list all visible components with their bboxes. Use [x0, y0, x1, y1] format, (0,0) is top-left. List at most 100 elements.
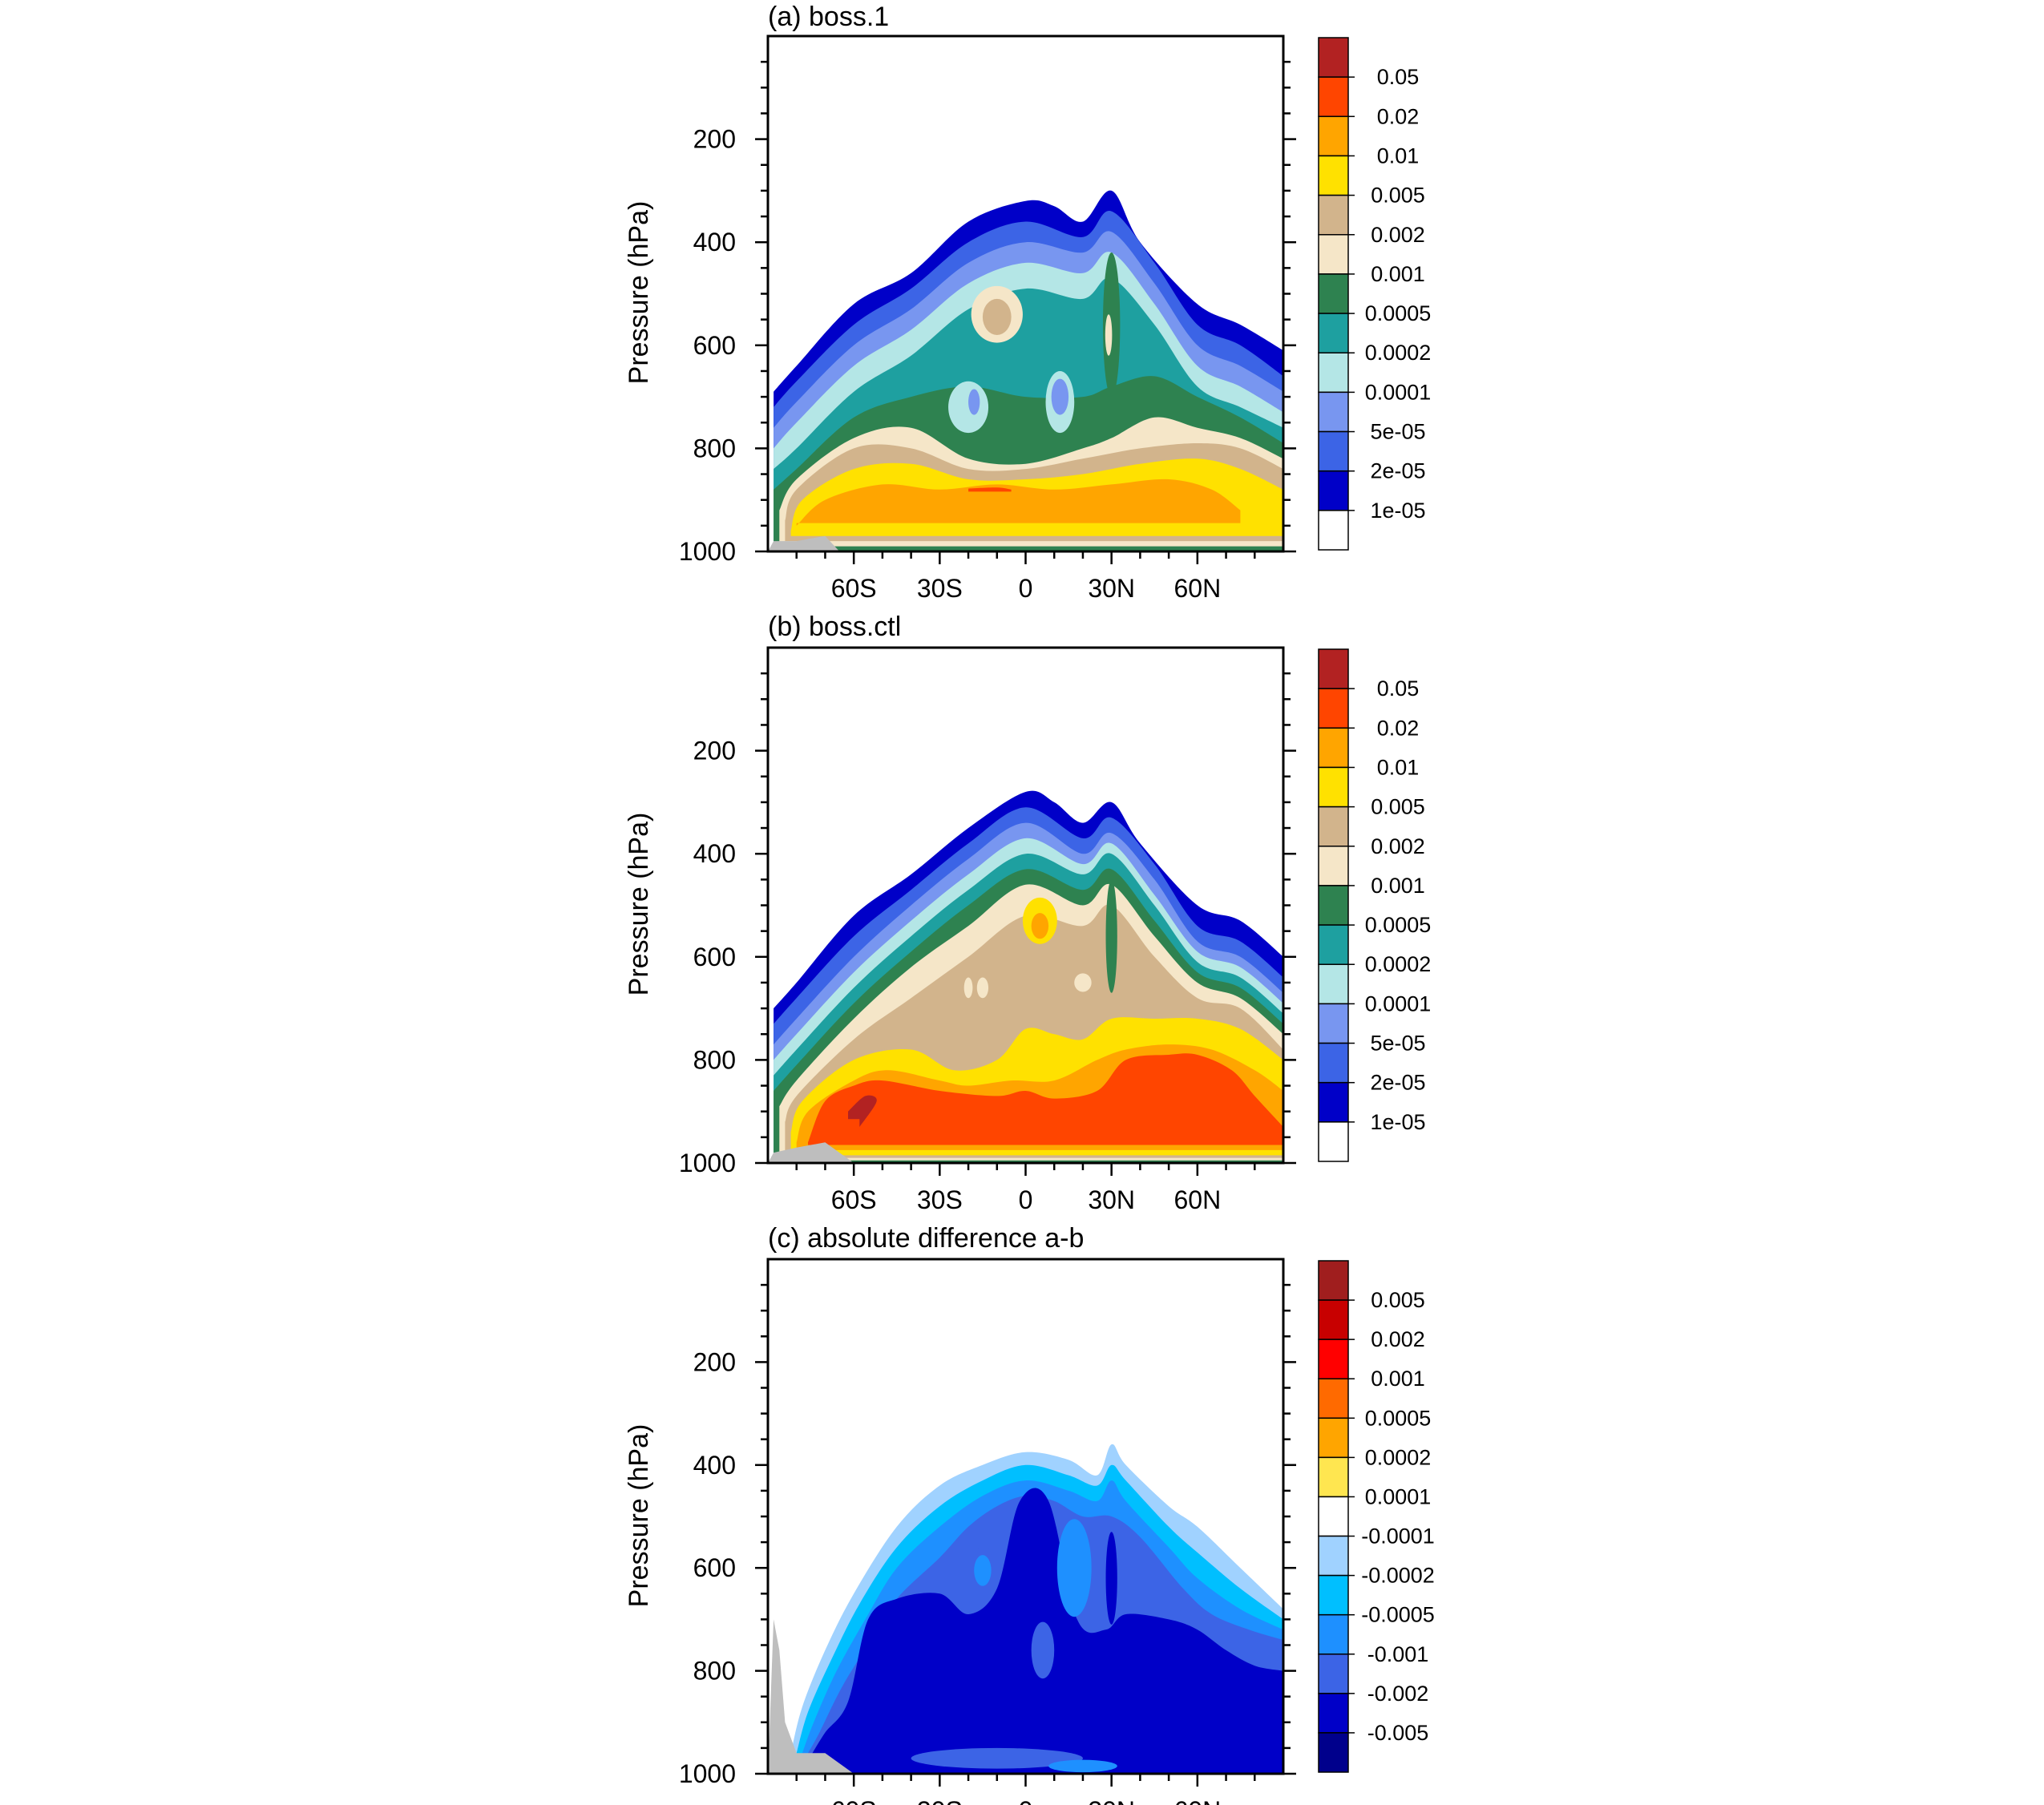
y-tick-label: 400	[693, 1451, 736, 1480]
colorbar-label: -0.0005	[1361, 1603, 1435, 1627]
panel-a: (a) boss.1 Pressure (hPa) 200 400 600 800 10…	[624, 2, 1431, 603]
contour-blob-level-8	[982, 298, 1012, 335]
colorbar-label: 0.0002	[1365, 952, 1432, 976]
x-tick-label: 30S	[917, 1185, 963, 1214]
land-mask	[768, 535, 840, 551]
colorbar-swatch	[1318, 1003, 1349, 1044]
colorbar-swatch	[1318, 846, 1349, 886]
colorbar-label: 0.0005	[1365, 913, 1432, 937]
colorbar-label: 0.001	[1371, 1367, 1425, 1391]
colorbar-label: 0.0001	[1365, 1484, 1432, 1508]
colorbar-label: 0.005	[1371, 795, 1425, 819]
plot-area	[768, 36, 1283, 551]
y-axis-label: Pressure (hPa)	[624, 1424, 654, 1608]
colorbar-label: 0.002	[1371, 834, 1425, 858]
colorbar-swatch	[1318, 1260, 1349, 1301]
colorbar-label: 0.005	[1371, 1288, 1425, 1312]
colorbar-label: 0.02	[1377, 104, 1420, 128]
colorbar-label: 5e-05	[1370, 1032, 1425, 1056]
panel-b: (b) boss.ctl Pressure (hPa) 200 400 600 800…	[624, 612, 1431, 1214]
contour-blob-level-6	[1105, 879, 1117, 993]
colorbar-swatch	[1318, 76, 1349, 118]
plot-area	[768, 648, 1283, 1163]
contour-level-11	[808, 1053, 1283, 1145]
colorbar-swatch	[1318, 1654, 1349, 1694]
contour-blob-level-7	[1105, 314, 1113, 356]
colorbar-label: 0.05	[1377, 676, 1420, 701]
colorbar-label: 0.02	[1377, 716, 1420, 740]
colorbar-swatch	[1318, 155, 1349, 196]
y-tick-label: 600	[693, 331, 736, 360]
contour-level-11	[968, 487, 1012, 492]
colorbar: -0.005 -0.002 -0.001 -0.0005 -0.0002 -0.0001 0…	[1318, 1260, 1435, 1773]
contour-level-10	[796, 479, 1241, 526]
colorbar-swatch	[1318, 688, 1349, 729]
y-tick-label: 800	[693, 1657, 736, 1686]
colorbar-swatch	[1318, 115, 1349, 157]
colorbar-swatch	[1318, 1732, 1349, 1773]
colorbar-label: 1e-05	[1370, 499, 1425, 523]
land-mask	[768, 1619, 854, 1774]
y-tick-label: 200	[693, 737, 736, 765]
y-axis-label: Pressure (hPa)	[624, 813, 654, 996]
contour-blob-level-3	[974, 1555, 992, 1586]
colorbar-label: 0.001	[1371, 262, 1425, 286]
colorbar-label: -0.001	[1367, 1642, 1429, 1666]
colorbar-swatch	[1318, 1042, 1349, 1084]
x-tick-label: 30N	[1088, 574, 1135, 603]
contour-level-12	[848, 1095, 877, 1127]
y-tick-label: 600	[693, 1553, 736, 1582]
colorbar-swatch	[1318, 1535, 1349, 1577]
contour-blob-level-3	[1048, 1759, 1117, 1773]
x-tick-label: 60S	[831, 574, 877, 603]
colorbar-swatch	[1318, 234, 1349, 275]
y-axis-label: Pressure (hPa)	[624, 201, 654, 385]
colorbar: 1e-05 2e-05 5e-05 0.0001 0.0002 0.0005 0.001 0.…	[1318, 37, 1432, 551]
colorbar-swatch	[1318, 1299, 1349, 1340]
colorbar: 1e-05 2e-05 5e-05 0.0001 0.0002 0.0005 0.001 0.…	[1318, 648, 1432, 1162]
colorbar-swatch	[1318, 963, 1349, 1005]
colorbar-label: 0.01	[1377, 143, 1420, 168]
colorbar-label: 0.0001	[1365, 380, 1432, 404]
colorbar-swatch	[1318, 1496, 1349, 1537]
x-tick-label: 60N	[1173, 574, 1221, 603]
contour-blob-level-2	[911, 1747, 1083, 1769]
x-tick-label: 0	[1019, 1185, 1033, 1214]
y-tick-label: 200	[693, 125, 736, 154]
colorbar-swatch	[1318, 313, 1349, 353]
colorbar-label: 2e-05	[1370, 459, 1425, 483]
colorbar-swatch	[1318, 1417, 1349, 1459]
colorbar-swatch	[1318, 273, 1349, 314]
contour-blob-level-7	[976, 977, 989, 999]
y-tick-label: 800	[693, 1045, 736, 1074]
colorbar-swatch	[1318, 1081, 1349, 1123]
contour-blob-level-3	[968, 389, 980, 415]
colorbar-swatch	[1318, 1613, 1349, 1655]
colorbar-label: 0.002	[1371, 223, 1425, 247]
y-tick-label: 800	[693, 434, 736, 462]
panel-c: (c) absolute difference a-b Pressure (hP…	[624, 1223, 1435, 1805]
colorbar-swatch	[1318, 727, 1349, 769]
colorbar-label: 0.0002	[1365, 341, 1432, 365]
colorbar-swatch	[1318, 766, 1349, 808]
panel-title: (a) boss.1	[768, 2, 889, 32]
colorbar-swatch	[1318, 885, 1349, 926]
x-tick-label: 60N	[1173, 1796, 1221, 1805]
land-mask	[768, 1142, 854, 1163]
colorbar-swatch	[1318, 1121, 1349, 1162]
colorbar-label: -0.002	[1367, 1682, 1429, 1706]
colorbar-label: -0.0001	[1361, 1524, 1435, 1549]
y-tick-label: 400	[693, 228, 736, 256]
colorbar-swatch	[1318, 1574, 1349, 1616]
colorbar-label: -0.005	[1367, 1721, 1429, 1745]
colorbar-swatch	[1318, 470, 1349, 511]
colorbar-label: 0.002	[1371, 1327, 1425, 1351]
colorbar-swatch	[1318, 806, 1349, 847]
colorbar-swatch	[1318, 1339, 1349, 1379]
colorbar-swatch	[1318, 194, 1349, 236]
colorbar-label: 0.0005	[1365, 301, 1432, 325]
colorbar-swatch	[1318, 648, 1349, 689]
colorbar-label: 0.005	[1371, 184, 1425, 208]
y-tick-label: 1000	[679, 1759, 736, 1788]
